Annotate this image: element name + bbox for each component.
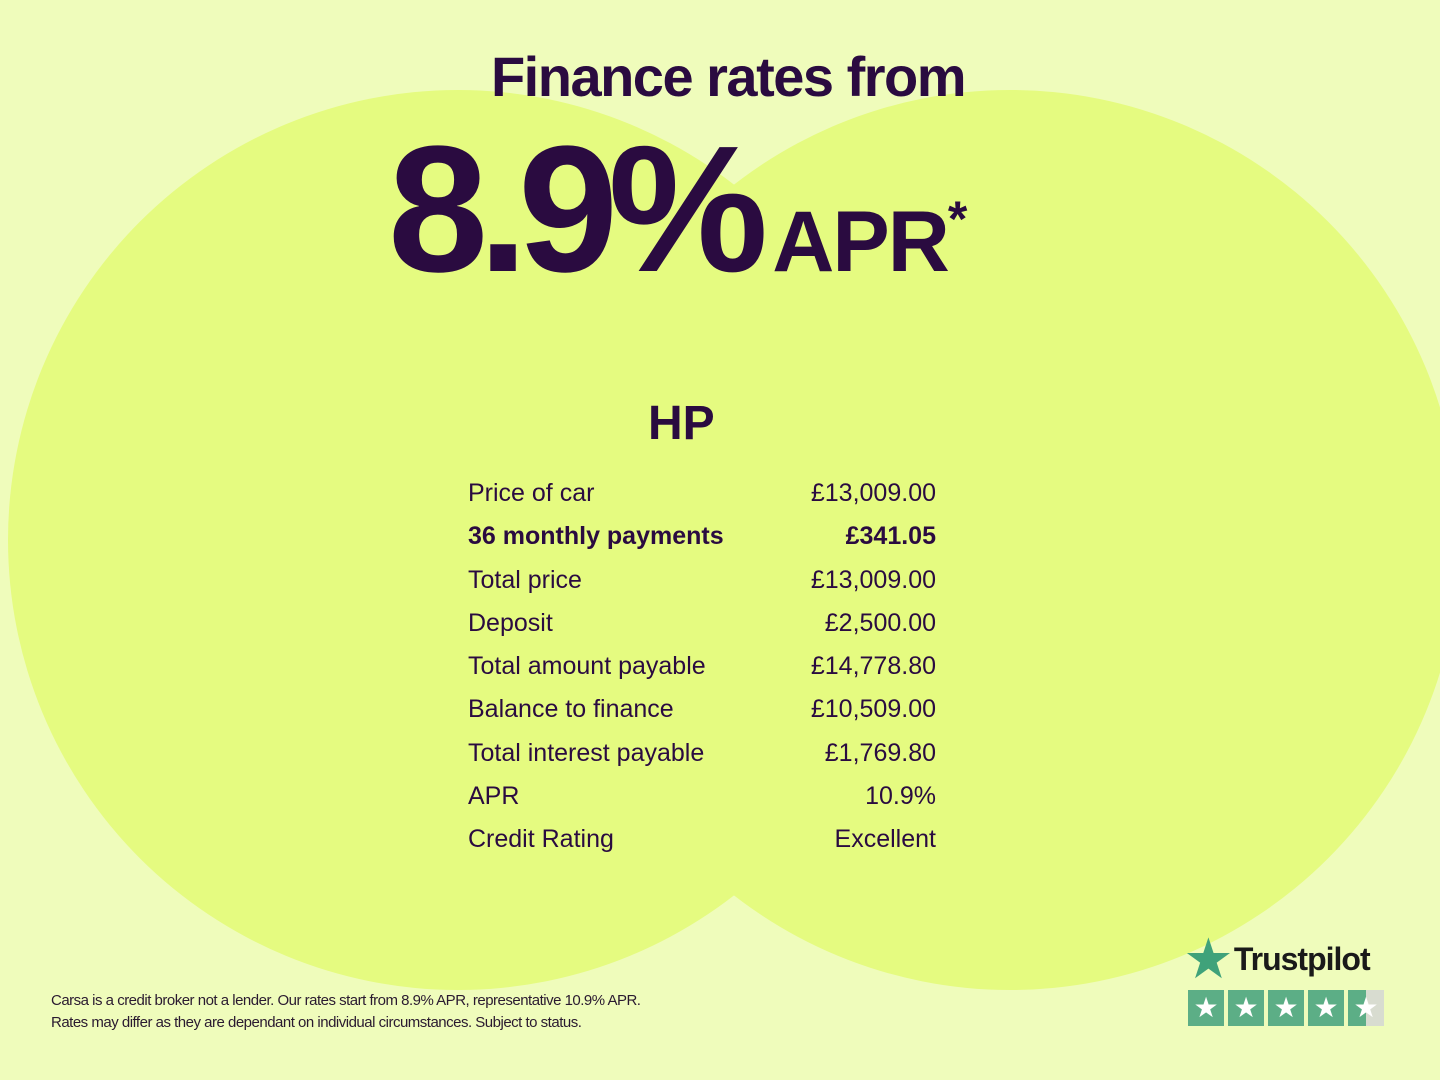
- row-label: Total amount payable: [468, 652, 706, 681]
- row-value: £341.05: [845, 522, 936, 551]
- row-value: £1,769.80: [824, 738, 936, 767]
- row-label: Total interest payable: [468, 738, 705, 767]
- row-label: 36 monthly payments: [468, 522, 724, 551]
- headline: Finance rates from: [490, 45, 967, 108]
- disclaimer-line: Rates may differ as they are dependant o…: [51, 1014, 582, 1031]
- disclaimer: Carsa is a credit broker not a lender. O…: [51, 990, 641, 1034]
- product-title: HP: [648, 397, 715, 450]
- rating-star-icon: ★: [1308, 990, 1344, 1026]
- table-row: Deposit £2,500.00: [468, 604, 936, 647]
- table-row: Balance to finance £10,509.00: [468, 690, 936, 733]
- rate-value: 8.9%: [388, 109, 768, 310]
- table-row: Credit Rating Excellent: [468, 820, 936, 863]
- trustpilot-logo-text: Trustpilot: [1233, 940, 1371, 977]
- rating-star-icon: ★: [1188, 990, 1224, 1026]
- table-row: APR 10.9%: [468, 777, 936, 820]
- row-value: £13,009.00: [810, 479, 936, 507]
- row-value: £10,509.00: [810, 695, 936, 724]
- table-row: Total amount payable £14,778.80: [468, 647, 936, 690]
- row-label: Deposit: [468, 608, 553, 637]
- row-value: Excellent: [834, 825, 936, 854]
- row-label: Credit Rating: [468, 825, 614, 854]
- row-label: APR: [468, 782, 520, 811]
- rating-star-icon: ★: [1268, 990, 1304, 1026]
- row-label: Balance to finance: [468, 695, 674, 724]
- table-row: Total price £13,009.00: [468, 561, 936, 604]
- rate-display: 8.9% APR*: [388, 120, 967, 300]
- table-row: Total interest payable £1,769.80: [468, 734, 936, 777]
- rate-suffix: APR: [772, 194, 950, 290]
- row-value: £13,009.00: [810, 565, 936, 594]
- background-circle-right: [560, 90, 1440, 990]
- row-label: Total price: [468, 565, 582, 594]
- row-value: £2,500.00: [824, 608, 936, 637]
- trustpilot-badge: ★ Trustpilot ★ ★ ★ ★ ★: [1186, 934, 1384, 1026]
- rate-asterisk: *: [947, 191, 968, 247]
- star-icon: ★: [1186, 931, 1231, 987]
- table-row: Price of car £13,009.00: [468, 474, 936, 517]
- finance-table: Price of car £13,009.00 36 monthly payment…: [468, 474, 936, 864]
- row-label: Price of car: [468, 479, 595, 507]
- rating-star-icon: ★: [1228, 990, 1264, 1026]
- row-value: £14,778.80: [810, 652, 936, 681]
- row-value: 10.9%: [865, 782, 936, 811]
- disclaimer-line: Carsa is a credit broker not a lender. O…: [51, 992, 641, 1009]
- trustpilot-rating: ★ ★ ★ ★ ★: [1188, 990, 1384, 1026]
- rating-star-icon: ★: [1348, 990, 1384, 1026]
- table-row: 36 monthly payments £341.05: [468, 517, 936, 560]
